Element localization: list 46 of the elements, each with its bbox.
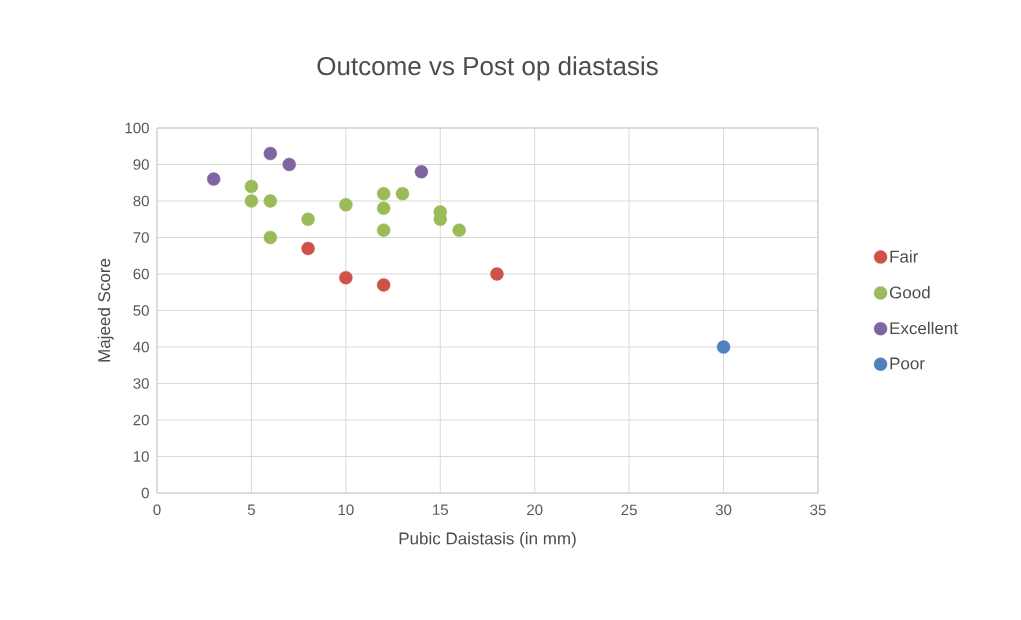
point bbox=[376, 278, 391, 292]
point bbox=[395, 186, 410, 201]
chart-title: Outcome vs Post op diastasis bbox=[317, 56, 658, 81]
legend-label: Excellent bbox=[890, 321, 958, 335]
x-tick-label: 10 bbox=[338, 504, 354, 516]
point bbox=[376, 201, 391, 215]
y-tick-label: 10 bbox=[133, 451, 149, 462]
legend-label: Poor bbox=[890, 357, 925, 370]
point bbox=[263, 146, 278, 161]
x-tick-label: 35 bbox=[810, 504, 826, 516]
point bbox=[452, 223, 466, 237]
legend-label: Fair bbox=[890, 250, 919, 263]
x-tick-label: 20 bbox=[527, 504, 543, 516]
point bbox=[263, 194, 278, 208]
point bbox=[263, 230, 278, 245]
y-tick-label: 70 bbox=[133, 232, 149, 243]
point bbox=[206, 172, 221, 186]
y-tick-label: 30 bbox=[133, 378, 149, 389]
x-tick-label: 0 bbox=[153, 504, 161, 516]
point bbox=[339, 270, 353, 285]
point bbox=[339, 197, 353, 212]
point bbox=[376, 186, 391, 201]
point bbox=[414, 165, 429, 179]
y-tick-label: 0 bbox=[141, 487, 149, 499]
point bbox=[376, 223, 391, 237]
point bbox=[490, 267, 504, 281]
y-tick-label: 50 bbox=[133, 305, 149, 316]
y-tick-label: 20 bbox=[133, 414, 149, 426]
legend-label: Good bbox=[889, 285, 930, 299]
y-axis-title: Majeed Score bbox=[97, 258, 114, 362]
x-tick-label: 15 bbox=[433, 504, 448, 515]
x-tick-label: 25 bbox=[621, 504, 637, 516]
point bbox=[301, 241, 315, 256]
x-tick-label: 30 bbox=[715, 504, 732, 516]
point bbox=[716, 340, 731, 354]
point bbox=[282, 157, 296, 172]
y-tick-label: 60 bbox=[133, 268, 149, 280]
y-tick-label: 40 bbox=[133, 341, 149, 353]
y-tick-label: 100 bbox=[125, 122, 149, 134]
y-tick-label: 90 bbox=[133, 159, 149, 170]
point bbox=[244, 194, 259, 208]
point bbox=[301, 212, 315, 226]
x-axis-title: Pubic Daistasis (in mm) bbox=[399, 532, 576, 548]
point bbox=[244, 179, 259, 194]
x-tick-label: 5 bbox=[247, 504, 255, 515]
y-tick-label: 80 bbox=[133, 195, 149, 207]
